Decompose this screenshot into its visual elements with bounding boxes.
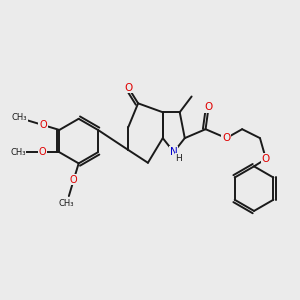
Text: O: O: [70, 175, 78, 185]
Text: O: O: [38, 147, 46, 157]
Text: N: N: [170, 147, 178, 157]
Text: CH₃: CH₃: [12, 113, 27, 122]
Text: CH₃: CH₃: [59, 199, 74, 208]
Text: H: H: [176, 154, 182, 163]
Text: CH₃: CH₃: [10, 148, 26, 157]
Text: O: O: [124, 82, 132, 93]
Text: O: O: [222, 133, 230, 143]
Text: O: O: [39, 120, 47, 130]
Text: O: O: [204, 103, 213, 112]
Text: O: O: [262, 154, 270, 164]
